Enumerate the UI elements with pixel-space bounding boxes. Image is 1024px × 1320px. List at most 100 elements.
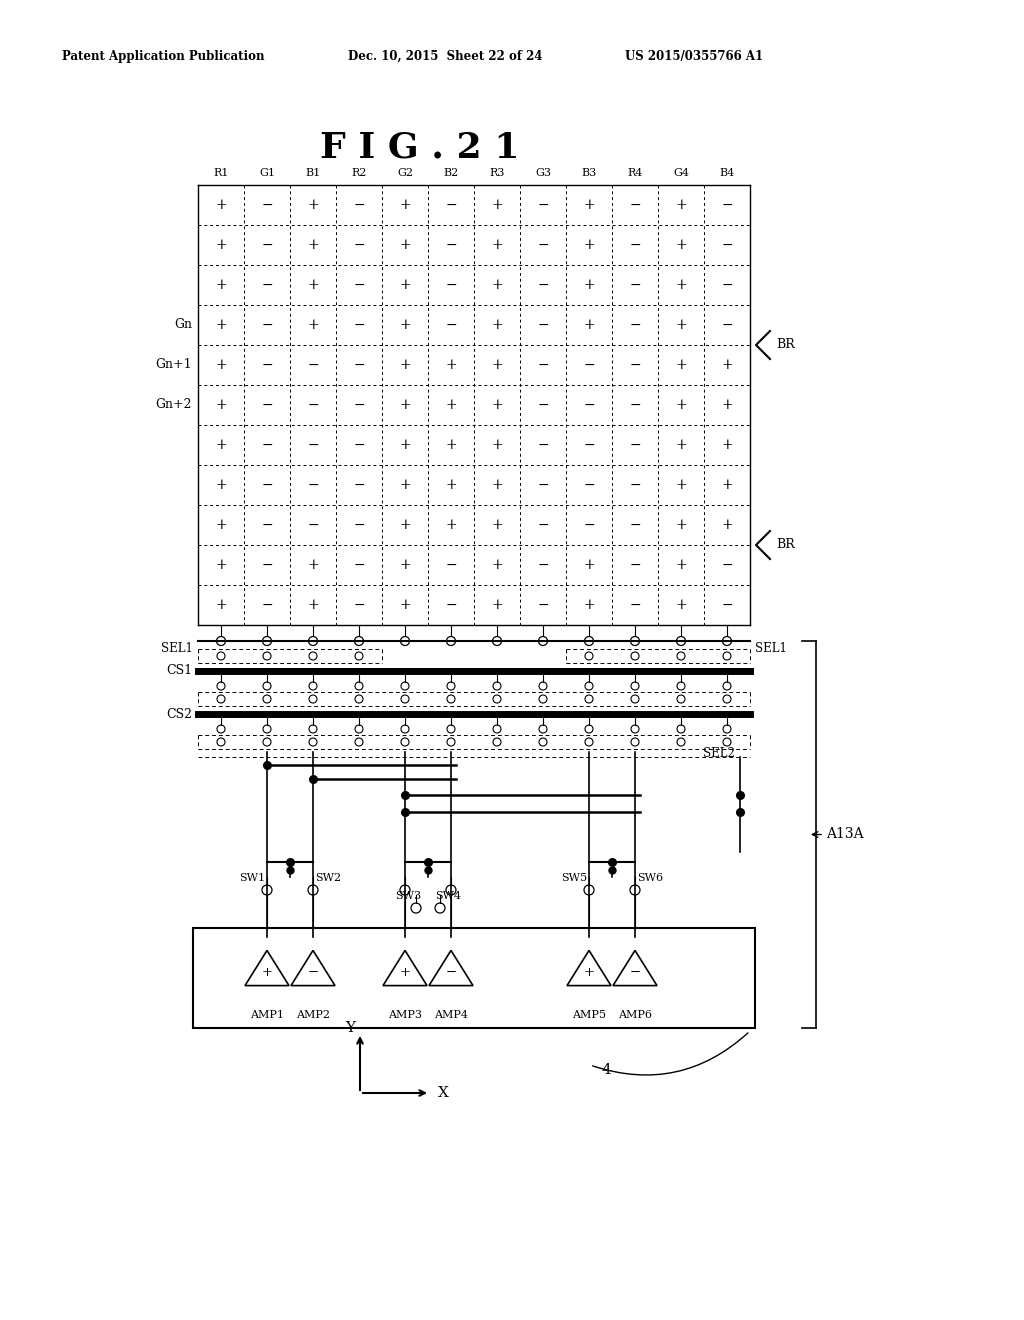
Text: −: −: [538, 517, 549, 532]
Text: +: +: [399, 318, 411, 333]
Text: +: +: [399, 517, 411, 532]
Text: CS1: CS1: [166, 664, 193, 677]
Text: −: −: [353, 399, 365, 412]
Text: +: +: [492, 358, 503, 372]
Text: +: +: [675, 399, 687, 412]
Text: −: −: [445, 965, 457, 978]
Text: +: +: [215, 478, 226, 492]
Text: −: −: [261, 517, 272, 532]
Text: +: +: [584, 318, 595, 333]
Text: +: +: [584, 598, 595, 612]
Text: −: −: [307, 399, 318, 412]
Text: +: +: [399, 598, 411, 612]
Text: −: −: [721, 279, 733, 292]
Text: +: +: [215, 318, 226, 333]
Text: −: −: [538, 358, 549, 372]
Text: −: −: [307, 517, 318, 532]
Text: +: +: [445, 358, 457, 372]
Text: +: +: [492, 558, 503, 572]
Text: −: −: [353, 438, 365, 451]
Text: −: −: [721, 238, 733, 252]
Text: −: −: [538, 438, 549, 451]
Text: −: −: [353, 558, 365, 572]
Text: Gn+1: Gn+1: [156, 359, 193, 371]
Text: +: +: [399, 358, 411, 372]
Text: −: −: [353, 598, 365, 612]
Text: +: +: [215, 279, 226, 292]
Text: AMP4: AMP4: [434, 1010, 468, 1020]
Text: +: +: [307, 598, 318, 612]
Text: 4: 4: [602, 1063, 611, 1077]
Text: −: −: [261, 598, 272, 612]
Text: −: −: [261, 238, 272, 252]
Text: +: +: [399, 965, 411, 978]
Text: −: −: [584, 517, 595, 532]
Text: −: −: [538, 279, 549, 292]
Text: +: +: [215, 198, 226, 213]
Text: +: +: [675, 598, 687, 612]
Text: G2: G2: [397, 168, 413, 178]
Text: +: +: [492, 598, 503, 612]
Bar: [193, 928, 755, 1028]
Text: SW1: SW1: [239, 873, 265, 883]
Text: −: −: [261, 478, 272, 492]
Text: −: −: [721, 318, 733, 333]
Text: B1: B1: [305, 168, 321, 178]
Text: +: +: [721, 517, 733, 532]
Text: −: −: [629, 478, 641, 492]
Text: SEL1: SEL1: [161, 643, 193, 656]
Text: AMP2: AMP2: [296, 1010, 330, 1020]
Text: −: −: [584, 478, 595, 492]
Text: R2: R2: [351, 168, 367, 178]
Text: R4: R4: [628, 168, 643, 178]
Text: +: +: [675, 438, 687, 451]
Text: SEL2: SEL2: [703, 747, 735, 760]
Text: G4: G4: [673, 168, 689, 178]
Text: +: +: [675, 478, 687, 492]
Text: −: −: [261, 358, 272, 372]
Text: +: +: [584, 198, 595, 213]
Text: +: +: [445, 517, 457, 532]
Text: −: −: [629, 399, 641, 412]
Text: −: −: [445, 279, 457, 292]
Text: −: −: [307, 965, 318, 978]
Text: −: −: [261, 318, 272, 333]
Text: +: +: [675, 358, 687, 372]
Text: R3: R3: [489, 168, 505, 178]
Text: +: +: [721, 358, 733, 372]
Text: +: +: [492, 198, 503, 213]
Text: X: X: [438, 1086, 449, 1100]
Text: −: −: [445, 318, 457, 333]
Text: +: +: [492, 399, 503, 412]
Text: F I G . 2 1: F I G . 2 1: [321, 129, 520, 164]
Text: −: −: [445, 598, 457, 612]
Text: +: +: [675, 238, 687, 252]
Text: +: +: [399, 399, 411, 412]
Text: +: +: [215, 438, 226, 451]
Text: G1: G1: [259, 168, 275, 178]
Text: +: +: [399, 438, 411, 451]
Text: −: −: [261, 438, 272, 451]
Text: US 2015/0355766 A1: US 2015/0355766 A1: [625, 50, 763, 63]
Text: SW6: SW6: [637, 873, 664, 883]
Text: +: +: [675, 558, 687, 572]
Text: +: +: [492, 279, 503, 292]
Text: +: +: [492, 438, 503, 451]
Text: +: +: [399, 198, 411, 213]
Text: +: +: [492, 318, 503, 333]
Text: +: +: [445, 399, 457, 412]
Text: +: +: [492, 478, 503, 492]
Text: SW2: SW2: [315, 873, 341, 883]
Text: Y: Y: [345, 1020, 355, 1035]
Text: SEL1: SEL1: [755, 643, 786, 656]
Text: AMP1: AMP1: [250, 1010, 284, 1020]
Text: −: −: [307, 358, 318, 372]
Text: +: +: [675, 279, 687, 292]
Text: +: +: [721, 438, 733, 451]
Text: B2: B2: [443, 168, 459, 178]
Text: +: +: [721, 399, 733, 412]
Text: −: −: [261, 198, 272, 213]
Text: Gn: Gn: [174, 318, 193, 331]
Text: −: −: [584, 399, 595, 412]
Text: −: −: [353, 517, 365, 532]
